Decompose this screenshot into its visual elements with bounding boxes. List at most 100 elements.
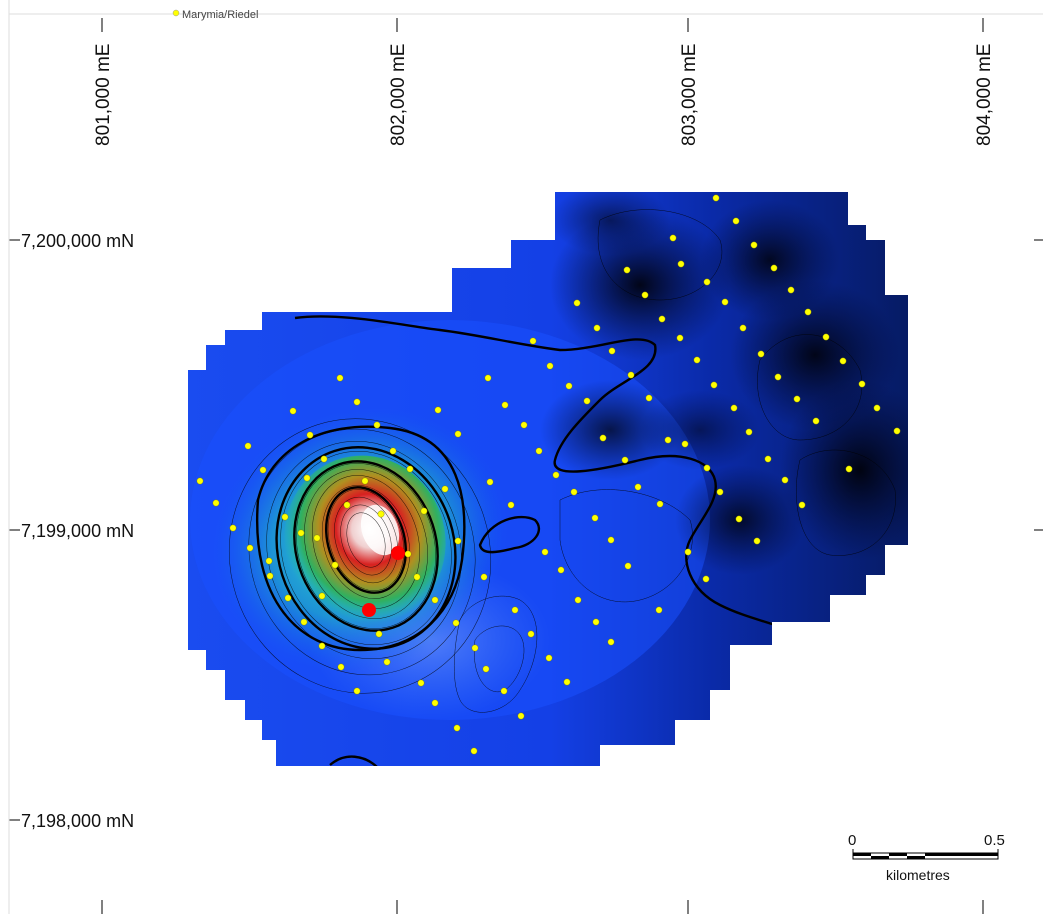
sample-point (732, 217, 740, 225)
sample-point (284, 594, 292, 602)
sample-point (664, 436, 672, 444)
sample-point (721, 298, 729, 306)
sample-point (627, 371, 635, 379)
sample-point (812, 417, 820, 425)
sample-point (303, 474, 311, 482)
northing-label-7200000: 7,200,000 mN (21, 231, 134, 251)
easting-label-804000: 804,000 mE (974, 44, 995, 146)
sample-point (621, 456, 629, 464)
sample-point (593, 324, 601, 332)
sample-point (300, 618, 308, 626)
sample-point (592, 618, 600, 626)
sample-point (822, 333, 830, 341)
sample-point (353, 687, 361, 695)
sample-point (281, 513, 289, 521)
sample-point (353, 398, 361, 406)
sample-point (431, 699, 439, 707)
sample-point (500, 687, 508, 695)
sample-point (313, 534, 321, 542)
sample-point (565, 382, 573, 390)
sample-point (471, 644, 479, 652)
sample-points (196, 194, 901, 755)
sample-point (212, 499, 220, 507)
sample-point (781, 476, 789, 484)
sample-point (417, 679, 425, 687)
sample-point (641, 291, 649, 299)
easting-label-801000: 801,000 mE (93, 44, 114, 146)
sample-point (710, 381, 718, 389)
sample-point (712, 194, 720, 202)
sample-point (441, 485, 449, 493)
sample-point (343, 501, 351, 509)
sample-point (486, 478, 494, 486)
sample-point (454, 537, 462, 545)
sample-point (361, 477, 369, 485)
sample-point (546, 362, 554, 370)
sample-point (591, 514, 599, 522)
sample-point (453, 724, 461, 732)
sample-point (839, 357, 847, 365)
sample-point (511, 606, 519, 614)
sample-point (375, 630, 383, 638)
sample-point (265, 557, 273, 565)
sample-point (693, 356, 701, 364)
sample-point (858, 380, 866, 388)
sample-point (793, 395, 801, 403)
drill-holes (362, 546, 405, 617)
sample-point (624, 562, 632, 570)
sample-point (873, 404, 881, 412)
sample-point (413, 573, 421, 581)
sample-point (774, 373, 782, 381)
northing-label-7199000: 7,199,000 mN (21, 521, 134, 541)
sample-point (484, 374, 492, 382)
sample-point (406, 465, 414, 473)
sample-point (804, 308, 812, 316)
sample-point (656, 500, 664, 508)
sample-point (645, 394, 653, 402)
scale-bar-label-start: 0 (848, 832, 856, 849)
sample-point (703, 278, 711, 286)
sample-point (735, 515, 743, 523)
legend-sample-label: Marymia/Riedel (182, 9, 258, 21)
legend-sample-symbol (172, 9, 180, 17)
sample-point (681, 440, 689, 448)
sample-point (573, 299, 581, 307)
sample-point (716, 488, 724, 496)
easting-label-802000: 802,000 mE (388, 44, 409, 146)
sample-point (703, 464, 711, 472)
sample-point (739, 324, 747, 332)
sample-point (557, 566, 565, 574)
sample-point (454, 430, 462, 438)
sample-point (318, 592, 326, 600)
sample-point (434, 406, 442, 414)
sample-point (318, 642, 326, 650)
scale-bar: 0 0.5 kilometres (848, 832, 1005, 883)
sample-point (259, 466, 267, 474)
sample-point (373, 421, 381, 429)
sample-point (482, 665, 490, 673)
sample-point (336, 374, 344, 382)
drill-hole-marker (391, 546, 405, 560)
drill-hole-marker (362, 603, 376, 617)
sample-point (404, 550, 412, 558)
sample-point (431, 596, 439, 604)
sample-point (527, 630, 535, 638)
sample-point (787, 286, 795, 294)
sample-point (529, 337, 537, 345)
sample-point (753, 537, 761, 545)
sample-point (607, 536, 615, 544)
sample-point (383, 658, 391, 666)
sample-point (331, 561, 339, 569)
sample-point (750, 241, 758, 249)
sample-point (266, 572, 274, 580)
sample-point (634, 483, 642, 491)
sample-point (563, 678, 571, 686)
sample-point (420, 507, 428, 515)
northing-label-7198000: 7,198,000 mN (21, 811, 134, 831)
sample-point (377, 510, 385, 518)
sample-point (535, 447, 543, 455)
sample-point (196, 477, 204, 485)
sample-point (452, 619, 460, 627)
